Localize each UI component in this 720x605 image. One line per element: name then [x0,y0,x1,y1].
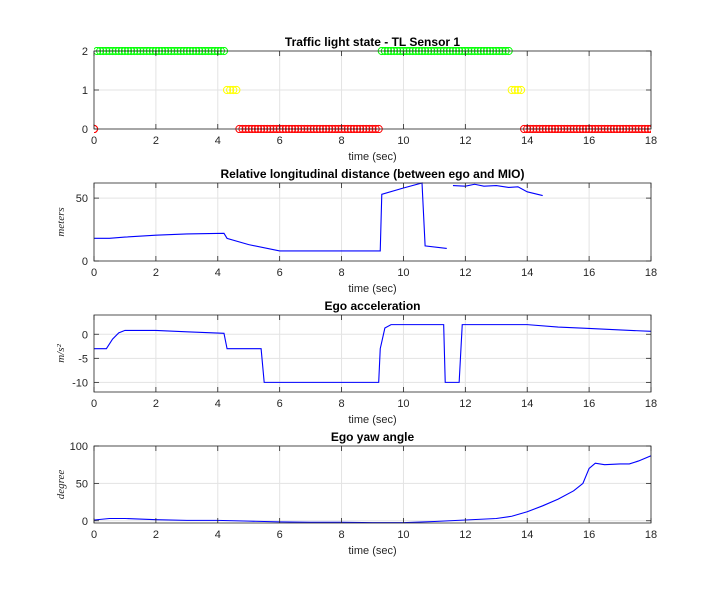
x-tick-label: 14 [521,529,533,541]
chart-title: Relative longitudinal distance (between … [220,167,524,181]
x-tick-label: 2 [153,267,159,279]
x-tick-label: 4 [215,398,221,410]
x-tick-label: 16 [583,398,595,410]
series-line [94,182,447,252]
marker-point [513,85,523,95]
series-line [452,183,543,197]
y-tick-label: 0 [82,329,88,341]
marker-point [507,85,516,95]
x-tick-label: 12 [459,398,471,410]
chart-title: Ego acceleration [324,299,420,313]
x-tick-label: 12 [459,267,471,279]
marker-point [516,85,526,95]
series-line [94,455,651,524]
x-tick-label: 8 [338,135,344,147]
x-tick-label: 14 [521,267,533,279]
x-axis-label: time (sec) [348,414,396,426]
x-axis-label: time (sec) [348,151,396,163]
plot-area [94,183,651,261]
x-tick-label: 6 [277,267,283,279]
x-tick-label: 12 [459,529,471,541]
y-tick-label: 50 [76,193,88,205]
x-tick-label: 0 [91,135,97,147]
series-line [94,324,651,383]
data-layer [94,455,651,524]
x-tick-label: 10 [397,398,409,410]
x-axis-label: time (sec) [348,283,396,295]
x-tick-label: 4 [215,135,221,147]
plot-area [94,446,651,523]
y-axis-label: degree [55,470,67,500]
y-axis-label: meters [55,207,67,236]
marker-point [226,85,235,95]
x-tick-label: 8 [338,267,344,279]
x-tick-label: 0 [91,398,97,410]
x-tick-label: 16 [583,529,595,541]
x-tick-label: 8 [338,398,344,410]
y-tick-label: 0 [82,516,88,528]
chart-3: 0 2 4 6 8 10 12 14 16 18 0 50 100 Ego yaw angle time (… [55,430,657,557]
axes-box [93,445,652,524]
y-tick-label: 0 [82,256,88,268]
x-tick-label: 14 [521,398,533,410]
x-tick-label: 2 [153,529,159,541]
marker-point [222,85,232,95]
y-tick-label: 100 [70,441,88,453]
x-tick-label: 0 [91,529,97,541]
x-tick-label: 0 [91,267,97,279]
axes-box [93,314,652,393]
marker-point [229,85,238,95]
x-axis-label: time (sec) [348,545,396,557]
x-tick-label: 18 [645,529,657,541]
x-tick-label: 10 [397,267,409,279]
plot-area [94,315,651,392]
x-tick-label: 2 [153,135,159,147]
marker-point [510,85,519,95]
x-tick-label: 2 [153,398,159,410]
y-tick-label: -10 [72,377,88,389]
x-tick-label: 4 [215,529,221,541]
y-tick-label: 1 [82,85,88,97]
x-tick-label: 12 [459,135,471,147]
axes-box [93,182,652,262]
x-tick-label: 8 [338,529,344,541]
marker-point [232,85,241,95]
x-tick-label: 6 [277,135,283,147]
x-tick-label: 14 [521,135,533,147]
x-tick-label: 10 [397,135,409,147]
x-tick-label: 6 [277,529,283,541]
y-tick-label: 2 [82,46,88,58]
x-tick-label: 4 [215,267,221,279]
y-tick-label: -5 [78,353,88,365]
chart-title: Traffic light state - TL Sensor 1 [285,35,460,49]
x-tick-label: 16 [583,135,595,147]
x-tick-label: 18 [645,135,657,147]
y-tick-label: 0 [82,124,88,136]
chart-2: 0 2 4 6 8 10 12 14 16 18 -10 -5 0 Ego acceleration tim… [55,299,657,426]
chart-title: Ego yaw angle [331,430,415,444]
data-layer [94,324,651,383]
x-tick-label: 6 [277,398,283,410]
x-tick-label: 18 [645,267,657,279]
x-tick-label: 16 [583,267,595,279]
x-tick-label: 10 [397,529,409,541]
data-layer [94,182,543,252]
chart-1: 0 2 4 6 8 10 12 14 16 18 0 50 Relative longitudinal … [55,167,657,295]
x-tick-label: 18 [645,398,657,410]
y-axis-label: m/s² [55,344,67,363]
y-tick-label: 50 [76,478,88,490]
